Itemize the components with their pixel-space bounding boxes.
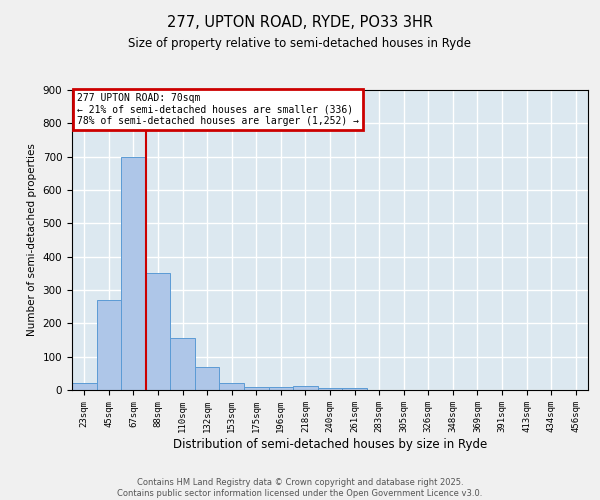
- Bar: [170, 338, 195, 390]
- Bar: [342, 388, 367, 390]
- Text: Size of property relative to semi-detached houses in Ryde: Size of property relative to semi-detach…: [128, 38, 472, 51]
- Bar: [293, 386, 318, 390]
- Text: 277 UPTON ROAD: 70sqm
← 21% of semi-detached houses are smaller (336)
78% of sem: 277 UPTON ROAD: 70sqm ← 21% of semi-deta…: [77, 93, 359, 126]
- X-axis label: Distribution of semi-detached houses by size in Ryde: Distribution of semi-detached houses by …: [173, 438, 487, 450]
- Bar: [220, 382, 244, 390]
- Bar: [269, 386, 293, 390]
- Bar: [97, 300, 121, 390]
- Bar: [72, 384, 97, 390]
- Bar: [195, 368, 220, 390]
- Bar: [121, 156, 146, 390]
- Text: Contains HM Land Registry data © Crown copyright and database right 2025.
Contai: Contains HM Land Registry data © Crown c…: [118, 478, 482, 498]
- Bar: [318, 388, 342, 390]
- Bar: [146, 274, 170, 390]
- Text: 277, UPTON ROAD, RYDE, PO33 3HR: 277, UPTON ROAD, RYDE, PO33 3HR: [167, 15, 433, 30]
- Y-axis label: Number of semi-detached properties: Number of semi-detached properties: [27, 144, 37, 336]
- Bar: [244, 386, 269, 390]
